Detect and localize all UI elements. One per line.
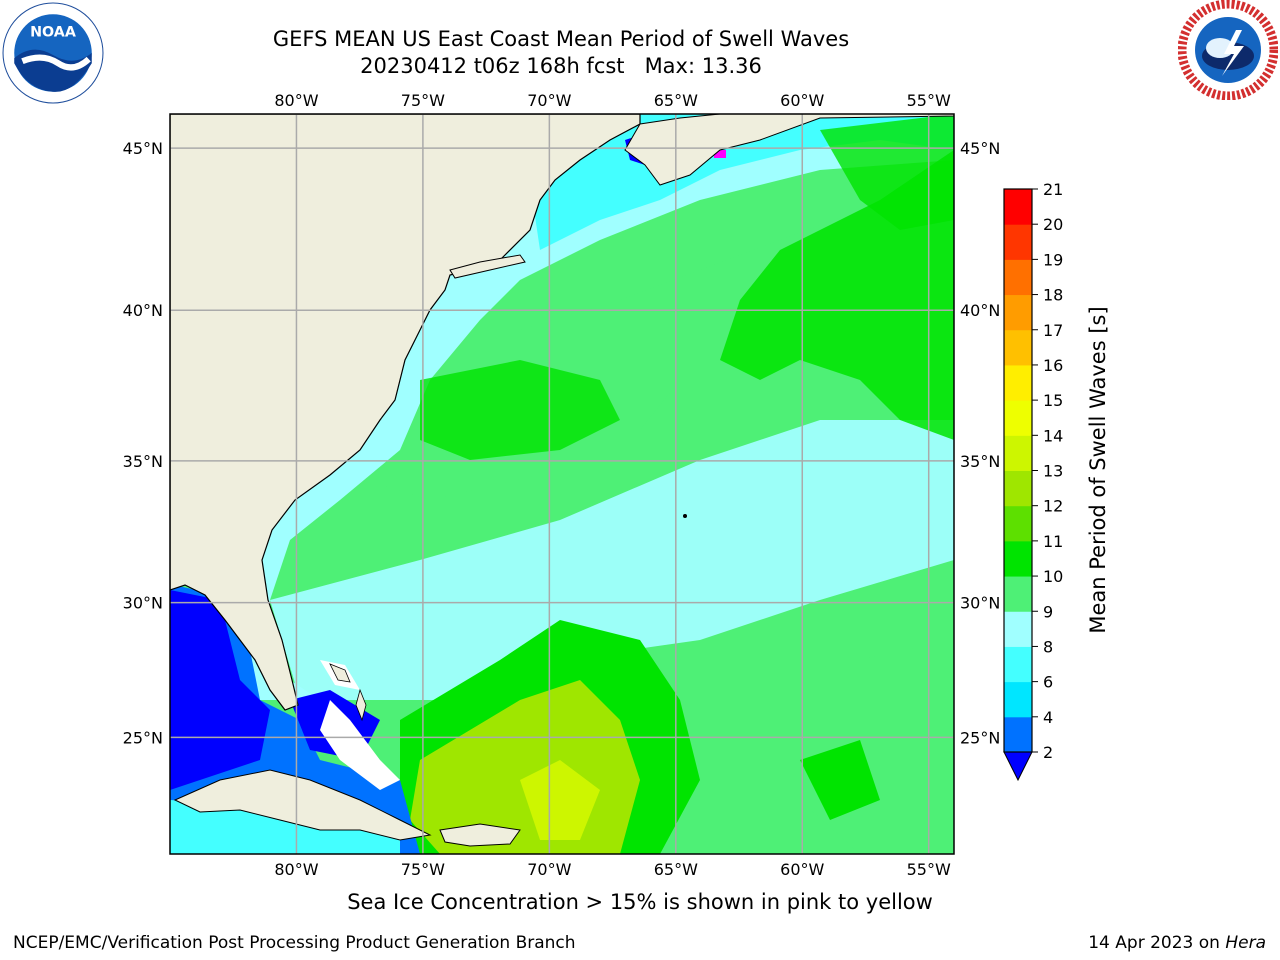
colorbar-ticks: 2 4 6 8 9 10 11 12 13 14 15 16 17 18 19 20 21: [1032, 180, 1063, 762]
land-hispaniola: [439, 823, 521, 847]
chart-subtitle: 20230412 t06z 168h fcst Max: 13.36: [360, 54, 762, 78]
colorbar-tick-label: 19: [1043, 250, 1063, 269]
colorbar-tick-label: 8: [1043, 637, 1053, 656]
land-bermuda: [683, 514, 687, 518]
noaa-logo-text: NOAA: [30, 25, 76, 41]
colorbar-boxes: [1004, 189, 1032, 753]
colorbar-box: [1004, 576, 1032, 612]
lon-label: 80°W: [274, 91, 318, 110]
lat-label: 25°N: [123, 728, 163, 747]
lon-label: 55°W: [907, 91, 951, 110]
map-frame: [169, 113, 955, 855]
colorbar-box: [1004, 435, 1032, 471]
green-patch-central: [420, 360, 620, 460]
gulf-deep-blue: [170, 590, 270, 790]
footer-machine: Hera: [1225, 933, 1266, 953]
land-long-island: [449, 254, 526, 279]
colorbar-tick-label: 4: [1043, 708, 1053, 727]
lat-label: 35°N: [960, 452, 1000, 471]
footer-credit: NCEP/EMC/Verification Post Processing Pr…: [13, 933, 576, 953]
lon-label: 75°W: [401, 91, 445, 110]
colorbar-box: [1004, 224, 1032, 260]
lon-label: 70°W: [527, 860, 571, 879]
green-dot-se: [800, 740, 880, 820]
land-cuba: [173, 769, 432, 841]
lon-label: 60°W: [780, 91, 824, 110]
colorbar-box: [1004, 189, 1032, 225]
lat-label: 40°N: [960, 301, 1000, 320]
lat-labels-left: 45°N 40°N 35°N 30°N 25°N: [123, 139, 163, 747]
lon-label: 80°W: [274, 860, 318, 879]
colorbar-tick-label: 13: [1043, 462, 1063, 481]
lat-label: 30°N: [123, 594, 163, 613]
colorbar-box: [1004, 505, 1032, 542]
colorbar-box: [1004, 681, 1032, 718]
lat-label: 35°N: [123, 452, 163, 471]
lat-label: 30°N: [960, 594, 1000, 613]
nws-logo: [1178, 0, 1278, 100]
graticule: [170, 114, 954, 854]
lat-label: 45°N: [960, 139, 1000, 158]
sea-ice-note: Sea Ice Concentration > 15% is shown in …: [347, 890, 933, 914]
footer-date-text: 14 Apr 2023 on: [1088, 933, 1226, 953]
colorbar-tick-label: 15: [1043, 391, 1063, 410]
land-us-east-coast: [170, 114, 641, 711]
colorbar-tick-label: 12: [1043, 497, 1063, 516]
lon-label: 60°W: [780, 860, 824, 879]
colorbar-box: [1004, 646, 1032, 683]
colorbar-tick-label: 14: [1043, 426, 1063, 445]
colorbar-box: [1004, 716, 1032, 753]
lat-labels-right: 45°N 40°N 35°N 30°N 25°N: [960, 139, 1000, 747]
map-plot-area: [170, 114, 954, 854]
land-bahamas-1: [329, 663, 351, 683]
lat-label: 40°N: [123, 301, 163, 320]
lon-labels-top: 80°W 75°W 70°W 65°W 60°W 55°W: [274, 91, 951, 110]
caribbean-cyan: [170, 800, 400, 854]
colorbar-label: Mean Period of Swell Waves [s]: [1086, 306, 1110, 634]
colorbar-box: [1004, 400, 1032, 436]
lon-label: 65°W: [654, 91, 698, 110]
lon-label: 75°W: [401, 860, 445, 879]
colorbar-tick-label: 17: [1043, 321, 1063, 340]
swell-band-cyan: [270, 420, 954, 700]
lon-label: 55°W: [907, 860, 951, 879]
colorbar-tick-label: 20: [1043, 215, 1063, 234]
colorbar-box: [1004, 259, 1032, 296]
colorbar-under-triangle: [1003, 751, 1033, 782]
colorbar-box: [1004, 329, 1032, 366]
lon-label: 70°W: [527, 91, 571, 110]
sea-ice-patch: [714, 150, 726, 158]
colorbar-tick-label: 2: [1043, 743, 1053, 762]
colorbar-tick-label: 18: [1043, 286, 1063, 305]
colorbar-box: [1004, 540, 1032, 577]
yellow-core: [520, 760, 600, 840]
colorbar-box: [1004, 611, 1032, 647]
lon-label: 65°W: [654, 860, 698, 879]
colorbar-tick-label: 21: [1043, 180, 1063, 199]
colorbar-box: [1004, 294, 1032, 331]
colorbar-tick-label: 11: [1043, 532, 1063, 551]
chart-title: GEFS MEAN US East Coast Mean Period of S…: [272, 27, 850, 51]
colorbar-box: [1004, 470, 1032, 507]
land-bahamas-2: [355, 688, 367, 722]
colorbar-box: [1004, 364, 1032, 401]
colorbar-tick-label: 10: [1043, 567, 1063, 586]
lat-label: 45°N: [123, 139, 163, 158]
green-patch-ne: [820, 114, 954, 230]
lon-labels-bottom: 80°W 75°W 70°W 65°W 60°W 55°W: [274, 860, 951, 879]
colorbar-tick-label: 16: [1043, 356, 1063, 375]
colorbar-tick-label: 9: [1043, 602, 1053, 621]
colorbar-tick-label: 6: [1043, 673, 1053, 692]
lat-label: 25°N: [960, 728, 1000, 747]
noaa-logo: NOAA: [2, 2, 104, 104]
land-nova-scotia: [624, 114, 954, 186]
bahama-banks: [320, 700, 400, 790]
footer-date: 14 Apr 2023 on Hera: [1088, 933, 1266, 953]
